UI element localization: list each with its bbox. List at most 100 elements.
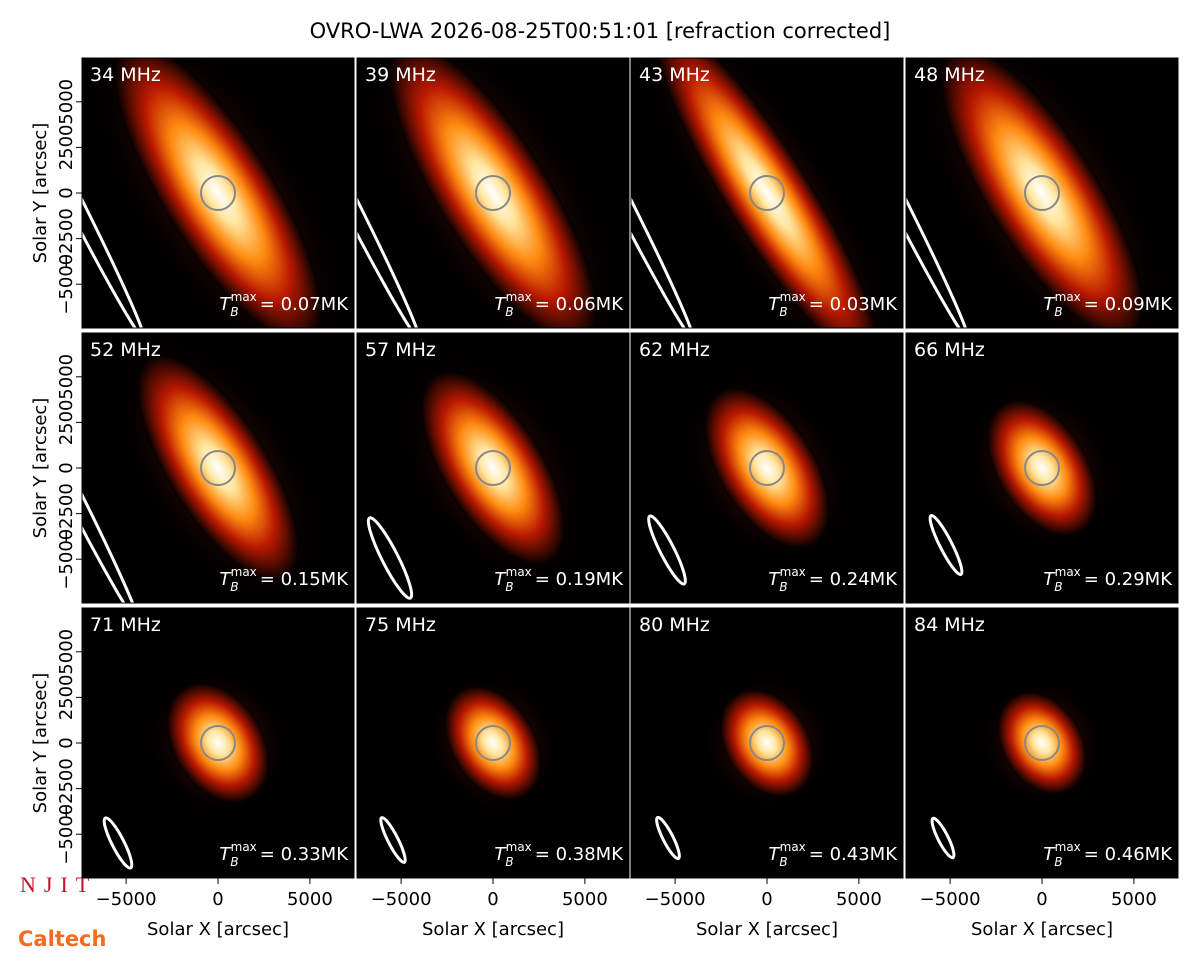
emission [137,354,299,582]
panel [82,58,354,328]
tb-sup: max [1055,840,1081,854]
y-tick-label: 5000 [56,629,77,675]
x-tick-label: 0 [761,889,772,910]
panel-frame [905,332,1179,604]
tb-value: = 0.19MK [535,569,624,590]
tb-sub: B [1054,580,1062,594]
tb-sup: max [506,840,532,854]
solar-disk [475,725,511,761]
tb-sup: max [231,840,257,854]
y-tick-label: 5000 [56,354,77,400]
freq-label: 52 MHz [90,339,161,361]
freq-label: 71 MHz [90,614,161,636]
tb-annotation: TBmax = 0.43MK [768,840,898,869]
tb-value: = 0.43MK [809,844,898,865]
tb-annotation: TBmax = 0.29MK [1043,565,1173,594]
tb-annotation: TBmax = 0.19MK [494,565,624,594]
tb-value: = 0.46MK [1084,844,1173,865]
tb-value: = 0.29MK [1084,569,1173,590]
y-tick-label: −5000 [56,254,77,315]
tb-annotation: TBmax = 0.38MK [494,840,624,869]
emission [704,387,830,549]
caltech-logo: Caltech [18,927,106,951]
tb-symbol: T [768,569,781,590]
emission [986,400,1098,536]
tb-sup: max [1055,290,1081,304]
tb-sup: max [231,290,257,304]
panel [82,608,354,878]
panel [631,333,903,603]
x-tick-label: 5000 [1111,889,1157,910]
freq-label: 75 MHz [365,614,436,636]
solar-disk [1024,450,1060,486]
x-axis-label: Solar X [arcsec] [971,919,1113,940]
x-axis-label: Solar X [arcsec] [147,919,289,940]
beam [928,513,964,577]
tb-sub: B [1054,855,1062,869]
tb-sup: max [506,290,532,304]
emission [997,691,1087,795]
solar-disk [1024,725,1060,761]
solar-disk [475,450,511,486]
tb-annotation: TBmax = 0.07MK [219,290,349,319]
x-tick-label: 0 [1036,889,1047,910]
tb-value: = 0.38MK [535,844,624,865]
emission [940,58,1144,328]
x-axis-label: Solar X [arcsec] [422,919,564,940]
beam [379,816,407,864]
y-tick-label: 5000 [56,79,77,125]
panel [631,608,903,878]
tb-annotation: TBmax = 0.15MK [219,565,349,594]
y-tick-label: 2500 [56,674,77,720]
tb-symbol: T [768,294,781,315]
y-tick-label: −5000 [56,804,77,865]
emission [114,58,322,328]
solar-disk [200,450,236,486]
tb-sub: B [230,855,238,869]
solar-disk [1024,175,1060,211]
x-tick-label: −5000 [371,889,432,910]
tb-sup: max [780,290,806,304]
tb-value: = 0.06MK [535,294,624,315]
y-tick-label: −2500 [56,483,77,544]
tb-value: = 0.15MK [260,569,349,590]
x-tick-label: −5000 [645,889,706,910]
panel [357,333,629,603]
panel [631,58,903,328]
tb-annotation: TBmax = 0.06MK [494,290,624,319]
tb-sub: B [505,305,513,319]
x-tick-label: 5000 [562,889,608,910]
tb-sub: B [1054,305,1062,319]
freq-label: 66 MHz [914,339,985,361]
tb-annotation: TBmax = 0.03MK [768,290,898,319]
panel-frame [356,332,630,604]
panel [906,608,1178,878]
njit-logo: NJIT [20,872,97,897]
beam [102,816,134,870]
tb-symbol: T [494,844,507,865]
y-tick-label: −2500 [56,758,77,819]
figure-title: OVRO-LWA 2026-08-25T00:51:01 [refraction… [310,19,891,43]
tb-value: = 0.09MK [1084,294,1173,315]
tb-annotation: TBmax = 0.33MK [219,840,349,869]
tb-symbol: T [494,294,507,315]
emission [444,685,542,801]
freq-label: 48 MHz [914,64,985,86]
y-tick-label: −2500 [56,208,77,269]
y-tick-label: 2500 [56,124,77,170]
beam [366,516,414,600]
freq-label: 62 MHz [639,339,710,361]
solar-disk [749,175,785,211]
panel-frame [630,57,904,329]
tb-symbol: T [219,844,232,865]
tb-symbol: T [768,844,781,865]
emission [166,682,270,804]
tb-sup: max [780,565,806,579]
x-tick-label: 0 [212,889,223,910]
tb-sub: B [779,580,787,594]
freq-label: 34 MHz [90,64,161,86]
freq-label: 57 MHz [365,339,436,361]
beam [655,815,681,861]
